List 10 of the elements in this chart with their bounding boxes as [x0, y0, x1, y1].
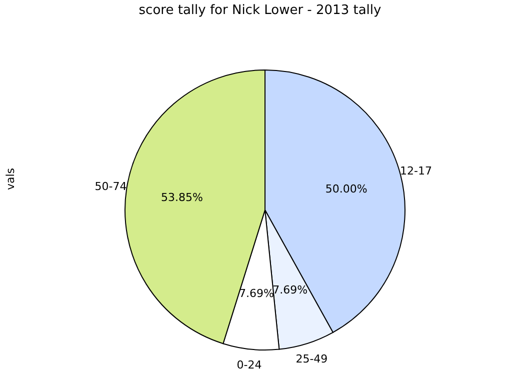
chart-title: score tally for Nick Lower - 2013 tally	[138, 3, 382, 18]
slice-label: 25-49	[296, 352, 328, 366]
slice-label: 50-74	[94, 180, 127, 193]
data-label: 7.69%	[239, 287, 274, 300]
slice-label: 12-17	[400, 164, 432, 178]
text: vals	[4, 168, 17, 190]
data-label: 53.85%	[160, 190, 203, 204]
slice-label: 0-24	[236, 358, 262, 372]
data-label: 50.00%	[325, 182, 368, 196]
data-label: 7.69%	[272, 284, 308, 297]
